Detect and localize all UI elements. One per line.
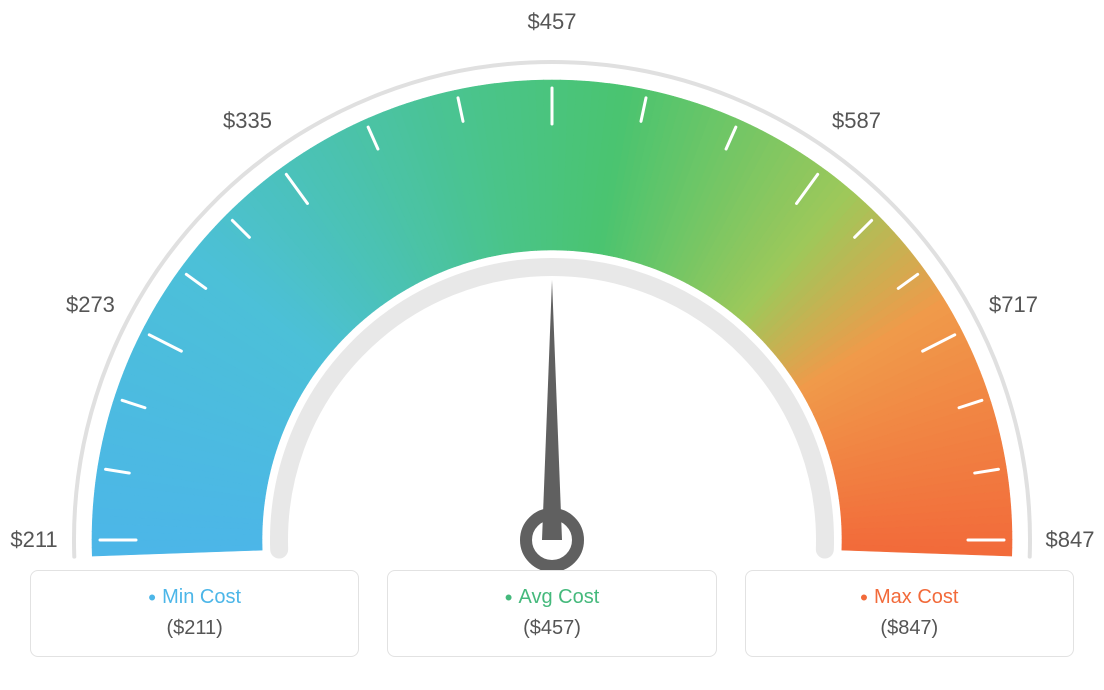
gauge-svg xyxy=(0,0,1104,570)
legend-label-max: Max Cost xyxy=(860,586,958,608)
gauge-tick-label: $457 xyxy=(528,9,577,35)
legend-label-avg: Avg Cost xyxy=(505,586,600,608)
legend-row: Min Cost ($211) Avg Cost ($457) Max Cost… xyxy=(0,570,1104,657)
gauge-tick-label: $211 xyxy=(10,527,57,553)
cost-gauge: $211 $273 $335 $457 $587 $717 $847 xyxy=(0,0,1104,570)
gauge-tick-label: $335 xyxy=(223,108,272,134)
legend-value-avg: ($457) xyxy=(388,617,715,640)
legend-value-max: ($847) xyxy=(746,617,1073,640)
gauge-tick-label: $273 xyxy=(66,292,115,318)
legend-card-avg: Avg Cost ($457) xyxy=(387,570,716,657)
legend-value-min: ($211) xyxy=(31,617,358,640)
legend-card-min: Min Cost ($211) xyxy=(30,570,359,657)
legend-label-min: Min Cost xyxy=(148,586,241,608)
gauge-tick-label: $847 xyxy=(1046,527,1095,553)
gauge-tick-label: $717 xyxy=(989,292,1038,318)
gauge-tick-label: $587 xyxy=(832,108,881,134)
legend-card-max: Max Cost ($847) xyxy=(745,570,1074,657)
